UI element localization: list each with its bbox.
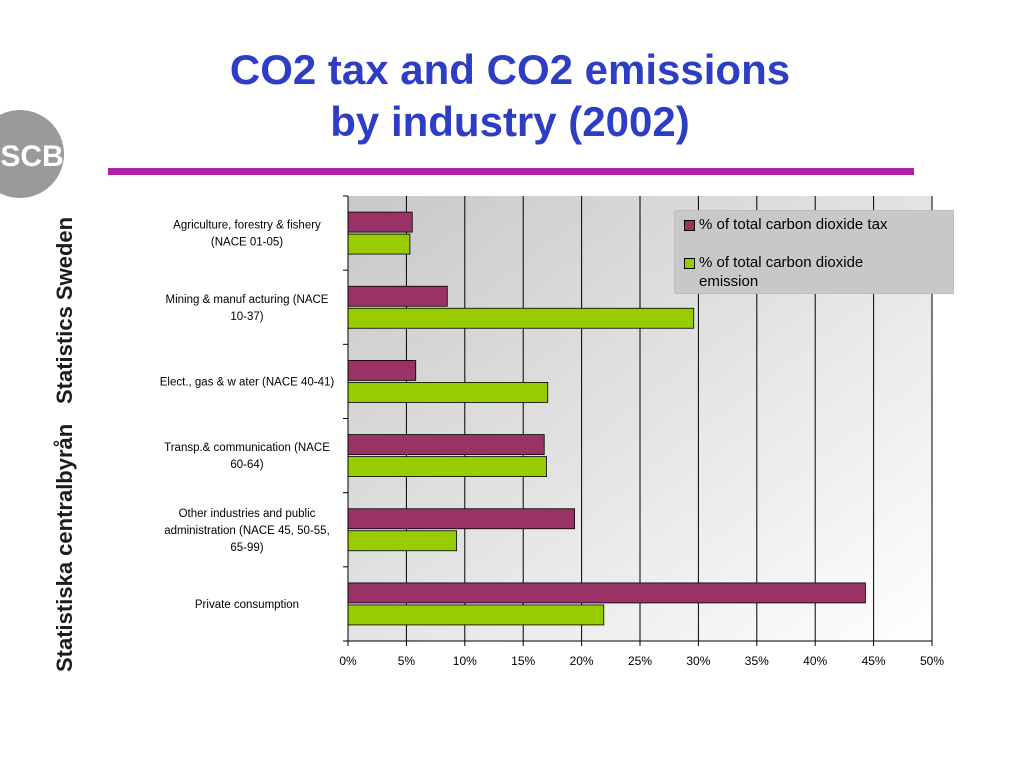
slide-title-line2: by industry (2002)	[330, 98, 690, 145]
y-tick-label-line: 65-99)	[230, 542, 263, 554]
x-tick-label: 45%	[862, 654, 886, 668]
y-tick-label-line: Other industries and public	[179, 508, 316, 520]
bar-tax	[347, 434, 545, 455]
x-tick-label: 5%	[398, 654, 416, 668]
x-tick-label: 30%	[686, 654, 710, 668]
x-tick-label: 50%	[920, 654, 944, 668]
x-tick-label: 10%	[453, 654, 477, 668]
y-tick-label-line: (NACE 01-05)	[211, 237, 283, 249]
bar-tax	[347, 582, 866, 604]
bar-emission	[347, 456, 547, 477]
x-tick-label: 0%	[339, 654, 357, 668]
legend-swatch-tax	[684, 220, 695, 231]
y-tick-label-line: Transp.& communication (NACE	[164, 442, 330, 454]
legend-label-emission-line2: emission	[699, 273, 759, 290]
legend-label-tax: % of total carbon dioxide tax	[699, 216, 888, 233]
legend-item-tax: % of total carbon dioxide tax	[684, 215, 944, 234]
y-tick-label-line: Private consumption	[195, 599, 299, 611]
y-tick-label-line: Elect., gas & w ater (NACE 40-41)	[160, 376, 335, 388]
legend-label-emission-line1: % of total carbon dioxide	[699, 254, 864, 271]
x-tick-label: 25%	[628, 654, 652, 668]
legend-item-emission: % of total carbon dioxide emission	[684, 253, 944, 291]
y-tick-label: Mining & manuf acturing (NACE 10-37)	[166, 294, 329, 323]
y-tick-label: Other industries and public administratio…	[164, 508, 330, 554]
bars	[347, 211, 866, 626]
y-tick-label: Agriculture, forestry & fishery (NACE 01-…	[173, 220, 321, 249]
slide-title: CO2 tax and CO2 emissions by industry (2…	[100, 44, 920, 148]
bar-emission	[347, 233, 411, 255]
title-underline	[108, 168, 914, 175]
legend-swatch-emission	[684, 258, 695, 269]
bar-tax	[347, 360, 417, 381]
y-tick-label-line: 60-64)	[230, 459, 263, 471]
y-tick-label-line: administration (NACE 45, 50-55,	[164, 525, 330, 537]
axes	[343, 195, 933, 646]
bar-tax	[347, 508, 575, 530]
y-tick-label: Transp.& communication (NACE 60-64)	[164, 442, 330, 471]
bar-emission	[347, 530, 458, 552]
scb-logo-icon: SCB	[0, 110, 64, 198]
y-tick-label-line: Mining & manuf acturing (NACE	[166, 294, 329, 306]
x-tick-label: 40%	[803, 654, 827, 668]
x-tick-label: 20%	[570, 654, 594, 668]
y-tick-label-line: Agriculture, forestry & fishery	[173, 220, 321, 232]
x-tick-label: 15%	[511, 654, 535, 668]
bar-tax	[347, 285, 448, 307]
x-tick-label: 35%	[745, 654, 769, 668]
y-tick-label-line: 10-37)	[230, 311, 263, 323]
y-tick-label: Private consumption	[195, 599, 299, 611]
bar-emission	[347, 604, 605, 626]
legend: % of total carbon dioxide tax % of total…	[674, 210, 954, 294]
bar-emission	[347, 307, 695, 329]
x-tick-labels: 0% 5% 10% 15% 20% 25% 30% 35% 40% 45% 50%	[339, 654, 944, 668]
slide-title-line1: CO2 tax and CO2 emissions	[229, 46, 791, 93]
bar-emission	[347, 382, 549, 403]
y-tick-labels: Agriculture, forestry & fishery (NACE 01-…	[160, 220, 335, 611]
bar-tax	[347, 211, 413, 233]
y-tick-label: Elect., gas & w ater (NACE 40-41)	[160, 376, 335, 388]
scb-logo-text: SCB	[0, 140, 63, 173]
